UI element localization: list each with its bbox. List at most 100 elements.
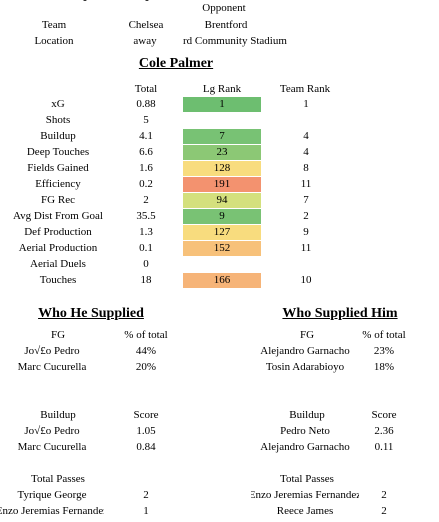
list-item: Marc Cucurella [0, 361, 104, 373]
stat-label: Avg Dist From Goal [13, 210, 103, 222]
location-opponent: rd Community Stadium [183, 35, 287, 47]
stat-label: Touches [39, 274, 77, 286]
supplier-fg-name: Tosin Adarabioyo [265, 361, 345, 373]
stat-label: Deep Touches [26, 146, 90, 158]
supplied-fg-name: Jo√£o Pedro [24, 345, 80, 357]
player-name: Cole Palmer [138, 56, 214, 71]
stat-lg-rank: 152 [183, 241, 261, 256]
list-item: Tosin Adarabioyo [251, 361, 359, 373]
stat-lg-rank: 127 [183, 225, 261, 240]
stat-lg-rank: 1 [183, 97, 261, 112]
supplied-buildup-name: Jo√£o Pedro [24, 425, 80, 437]
supplied-passes-header: Total Passes [31, 473, 85, 485]
supplied-buildup-header: Buildup [40, 409, 76, 421]
stat-total: 2 [143, 194, 149, 206]
stat-total: 0.88 [136, 98, 156, 110]
header-team-rank: Team Rank [279, 83, 331, 95]
supplier-passes-value: 2 [381, 489, 387, 501]
stat-lg-rank: 191 [183, 177, 261, 192]
team-value: Chelsea [128, 19, 164, 31]
header-total: Total [134, 83, 158, 95]
team-label: Team [41, 19, 67, 31]
stat-label: Def Production [24, 226, 92, 238]
supplied-passes-value: 2 [143, 489, 149, 501]
supplied-fg-value: 44% [135, 345, 157, 357]
stat-lg-rank: 94 [183, 193, 261, 208]
stat-total: 1.6 [139, 162, 153, 174]
stat-label: xG [51, 98, 65, 110]
stat-lg-rank: 7 [183, 129, 261, 144]
stat-lg-rank: 128 [183, 161, 261, 176]
supplier-passes-value: 2 [381, 505, 387, 517]
stat-team-rank: 10 [300, 274, 312, 286]
top-dash-mid: - [145, 0, 149, 6]
location-label: Location [34, 35, 74, 47]
supplier-fg-value-header: % of total [362, 329, 406, 341]
supplied-passes-value: 1 [143, 505, 149, 517]
stat-team-rank: 1 [303, 98, 309, 110]
list-item: Alejandro Garnacho [251, 441, 359, 453]
stat-team-rank: 11 [300, 242, 312, 254]
team-opponent: Brentford [204, 19, 248, 31]
supplied-buildup-value-header: Score [133, 409, 159, 421]
stat-label: Fields Gained [27, 162, 89, 174]
list-item: Marc Cucurella [0, 441, 104, 453]
stat-lg-rank: 9 [183, 209, 261, 224]
stat-label: Aerial Production [18, 242, 98, 254]
stat-label: Aerial Duels [30, 258, 86, 270]
list-item: Jo√£o Pedro [0, 345, 104, 357]
supplier-passes-name: Reece James [276, 505, 334, 517]
supplier-passes-name: Enzo Jeremias Fernandez [251, 489, 359, 501]
list-item: Enzo Jeremias Fernandez [251, 489, 359, 501]
stat-team-rank: 8 [303, 162, 309, 174]
supplied-buildup-value: 0.84 [136, 441, 156, 453]
supplier-buildup-header: Buildup [289, 409, 325, 421]
stat-total: 0.2 [139, 178, 153, 190]
supplier-passes-header: Total Passes [280, 473, 334, 485]
list-item: Pedro Neto [251, 425, 359, 437]
opponent-label: Opponent [202, 2, 246, 14]
stat-team-rank: 9 [303, 226, 309, 238]
stat-total: 5 [143, 114, 149, 126]
supplied-fg-value: 20% [135, 361, 157, 373]
stat-team-rank: 4 [303, 130, 309, 142]
supplied-buildup-name: Marc Cucurella [17, 441, 87, 453]
supplier-fg-value: 23% [373, 345, 395, 357]
supplied-fg-name: Marc Cucurella [17, 361, 87, 373]
supplier-buildup-name: Pedro Neto [280, 425, 330, 437]
stat-label: Shots [45, 114, 71, 126]
supplier-fg-value: 18% [373, 361, 395, 373]
supplied-passes-name: Tyrique George [17, 489, 87, 501]
stat-lg-rank: 23 [183, 145, 261, 160]
stat-label: Buildup [40, 130, 76, 142]
stat-total: 4.1 [139, 130, 153, 142]
supplier-buildup-value: 0.11 [374, 441, 394, 453]
supplier-buildup-value-header: Score [371, 409, 397, 421]
top-dash-left: - [83, 0, 87, 6]
stat-team-rank: 11 [300, 178, 312, 190]
stat-lg-rank [183, 113, 261, 128]
list-item: Jo√£o Pedro [0, 425, 104, 437]
stat-team-rank: 7 [303, 194, 309, 206]
supplier-title: Who Supplied Him [282, 306, 398, 321]
supplied-fg-header: FG [50, 329, 66, 341]
list-item: Alejandro Garnacho [251, 345, 359, 357]
supplier-fg-header: FG [299, 329, 315, 341]
stat-total: 6.6 [139, 146, 153, 158]
stat-lg-rank [183, 257, 261, 272]
list-item: Enzo Jeremias Fernandez [0, 505, 104, 517]
supplied-fg-value-header: % of total [124, 329, 168, 341]
stat-total: 0 [143, 258, 149, 270]
stat-team-rank: 2 [303, 210, 309, 222]
stat-total: 0.1 [139, 242, 153, 254]
supplier-buildup-value: 2.36 [374, 425, 394, 437]
stat-team-rank: 4 [303, 146, 309, 158]
stat-total: 35.5 [136, 210, 156, 222]
stat-label: Efficiency [35, 178, 81, 190]
supplier-buildup-name: Alejandro Garnacho [260, 441, 350, 453]
supplier-fg-name: Alejandro Garnacho [260, 345, 350, 357]
list-item: Tyrique George [0, 489, 104, 501]
location-value: away [133, 35, 157, 47]
supplied-passes-name: Enzo Jeremias Fernandez [0, 505, 104, 517]
stat-total: 18 [140, 274, 152, 286]
